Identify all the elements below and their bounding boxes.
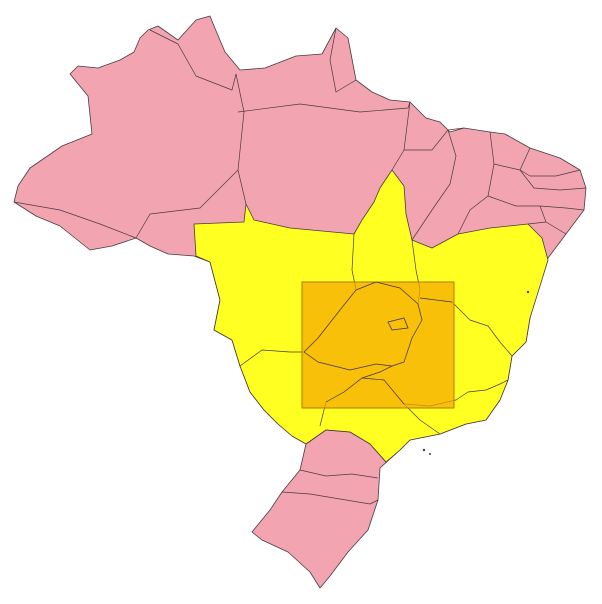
state-border-pb-pe (493, 163, 587, 191)
state-border-mg-rj (485, 379, 509, 391)
state-border-acre (13, 201, 137, 239)
state-border-para-east (237, 101, 411, 113)
state-border-sc-rs (281, 491, 379, 505)
state-border-maranhao (404, 127, 465, 151)
state-border-north (235, 73, 247, 205)
state-border-pr-sc (299, 469, 379, 479)
state-border-para-amapa (329, 27, 357, 93)
state-border-maranhao-piaui (411, 129, 457, 241)
island-dot (526, 290, 530, 294)
state-border-ms-pr (305, 429, 387, 463)
state-border-amazonas-para (135, 169, 239, 239)
borders-over-selection (303, 281, 453, 405)
island-dot (422, 448, 426, 452)
state-border-se-ba (527, 221, 547, 225)
island-dot (429, 453, 431, 455)
state-border-amazonas-roraima (149, 29, 237, 91)
state-border-ceara-rn (519, 147, 581, 177)
selection-box (301, 281, 455, 409)
